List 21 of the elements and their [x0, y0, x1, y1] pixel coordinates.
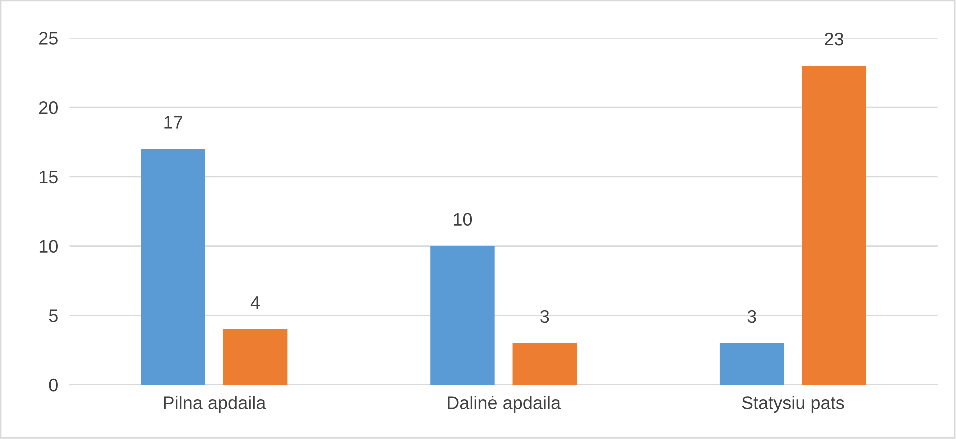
bar [720, 343, 784, 386]
x-tick-label: Pilna apdaila [164, 396, 266, 413]
data-label: 3 [540, 310, 550, 324]
y-tick-label: 25 [40, 32, 58, 45]
data-label: 4 [250, 296, 260, 310]
y-tick-label: 15 [40, 171, 58, 184]
bar [512, 343, 578, 386]
y-tick-label: 0 [49, 378, 58, 392]
x-tick-label: Statysiu pats [742, 396, 844, 413]
bar [430, 246, 495, 386]
bar [802, 66, 866, 386]
y-tick-label: 10 [40, 240, 58, 253]
data-label: 17 [164, 116, 183, 129]
bar [141, 149, 206, 386]
data-label: 10 [454, 213, 472, 226]
data-label: 23 [825, 32, 844, 46]
bar [223, 330, 288, 386]
x-tick-label: Dalinė apdaila [448, 396, 562, 413]
y-tick-label: 20 [40, 101, 58, 114]
data-label: 3 [748, 310, 756, 324]
y-tick-label: 5 [49, 310, 58, 322]
